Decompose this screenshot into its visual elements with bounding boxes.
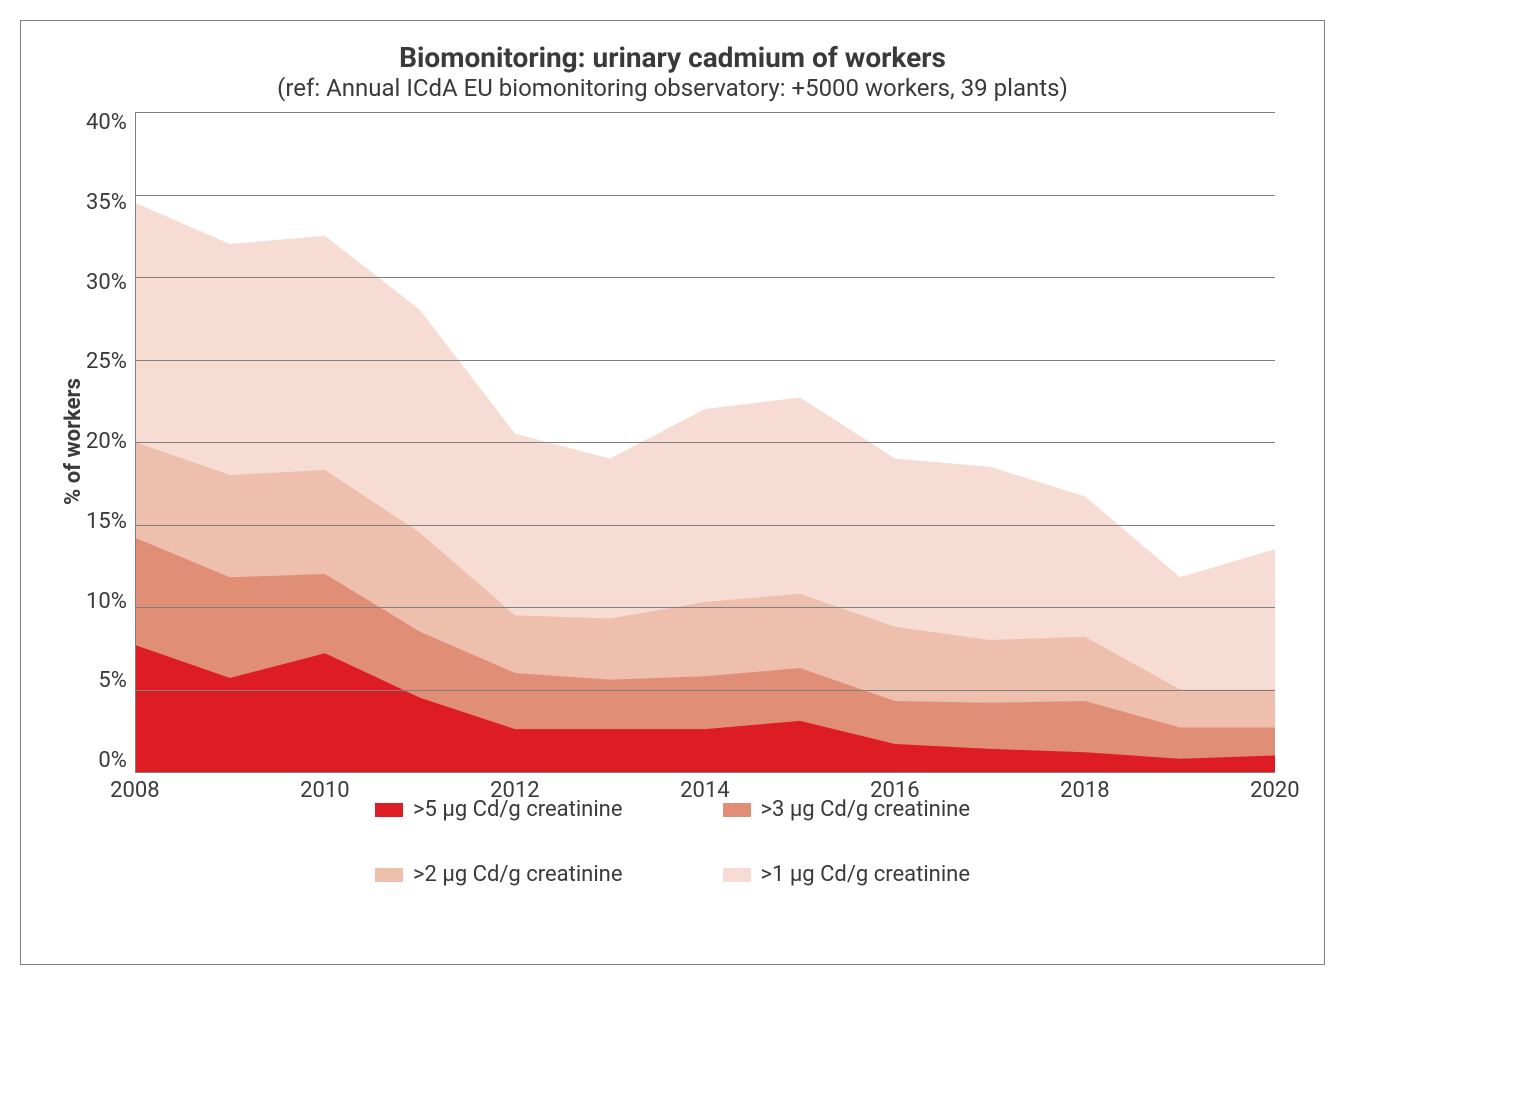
gridline — [135, 772, 1275, 773]
x-axis-ticks: 2008201020122014201620182020 — [135, 778, 1275, 803]
legend-swatch — [375, 868, 403, 882]
legend-item: >2 µg Cd/g creatinine — [375, 862, 622, 887]
legend-item: >1 µg Cd/g creatinine — [723, 862, 970, 887]
legend: >5 µg Cd/g creatinine >3 µg Cd/g creatini… — [263, 797, 1083, 887]
plot-area — [135, 112, 1275, 772]
legend-swatch — [375, 803, 403, 817]
legend-label: >5 µg Cd/g creatinine — [413, 797, 622, 822]
y-axis-label: % of workers — [51, 112, 86, 772]
y-tick-label: 10% — [86, 591, 127, 613]
y-axis-line — [135, 112, 136, 772]
gridline — [135, 442, 1275, 443]
y-tick-label: 0% — [98, 750, 126, 772]
gridline — [135, 607, 1275, 608]
gridline — [135, 112, 1275, 113]
title-block: Biomonitoring: urinary cadmium of worker… — [51, 41, 1294, 102]
y-tick-label: 25% — [86, 351, 127, 373]
y-tick-label: 35% — [86, 192, 127, 214]
y-tick-label: 30% — [86, 272, 127, 294]
gridline — [135, 277, 1275, 278]
legend-item: >3 µg Cd/g creatinine — [723, 797, 970, 822]
legend-swatch — [723, 803, 751, 817]
y-axis-ticks: 40% 35% 30% 25% 20% 15% 10% 5% 0% — [86, 112, 135, 772]
legend-label: >2 µg Cd/g creatinine — [413, 862, 622, 887]
chart-container: Biomonitoring: urinary cadmium of worker… — [20, 20, 1325, 965]
gridline — [135, 360, 1275, 361]
gridline — [135, 690, 1275, 691]
y-tick-label: 20% — [86, 431, 127, 453]
chart-subtitle: (ref: Annual ICdA EU biomonitoring obser… — [51, 74, 1294, 102]
legend-item: >5 µg Cd/g creatinine — [375, 797, 622, 822]
y-tick-label: 40% — [86, 112, 127, 134]
plot-wrapper: % of workers 40% 35% 30% 25% 20% 15% 10% 5% 0% 2… — [51, 112, 1294, 772]
chart-title: Biomonitoring: urinary cadmium of worker… — [51, 41, 1294, 74]
legend-label: >1 µg Cd/g creatinine — [761, 862, 970, 887]
y-tick-label: 5% — [98, 670, 126, 692]
legend-label: >3 µg Cd/g creatinine — [761, 797, 970, 822]
legend-swatch — [723, 868, 751, 882]
gridline — [135, 195, 1275, 196]
gridline — [135, 525, 1275, 526]
y-tick-label: 15% — [86, 511, 127, 533]
